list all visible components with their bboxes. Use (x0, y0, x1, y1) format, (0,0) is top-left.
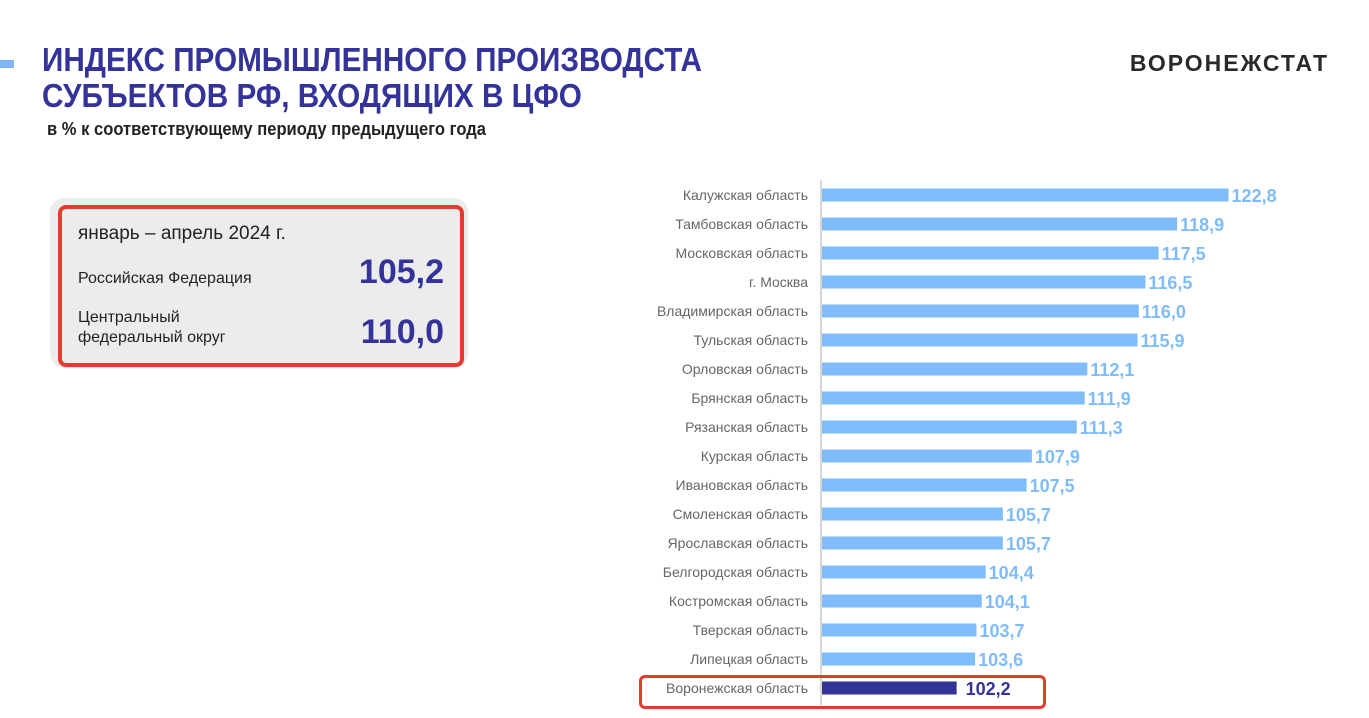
data-label: 111,3 (1080, 418, 1123, 438)
page-subtitle: в % к соответствующему периоду предыдуще… (47, 119, 486, 139)
category-label: Брянская область (691, 390, 808, 406)
highlight-box (639, 675, 1046, 709)
category-label: Орловская область (682, 361, 808, 377)
bar (822, 217, 1178, 231)
data-label: 107,5 (1030, 476, 1075, 496)
bar (822, 275, 1146, 289)
category-label: Липецкая область (690, 651, 808, 667)
data-label: 107,9 (1035, 447, 1080, 467)
bar (822, 449, 1032, 463)
category-label: Рязанская область (685, 419, 808, 435)
bar (822, 304, 1139, 318)
category-label: Белгородская область (663, 564, 808, 580)
data-label: 102,2 (966, 679, 1011, 699)
bar (822, 681, 957, 695)
title-line-1: ИНДЕКС ПРОМЫШЛЕННОГО ПРОИЗВОДСТА (42, 41, 703, 78)
rf-label: Российская Федерация (78, 270, 252, 287)
data-label: 105,7 (1006, 505, 1051, 525)
category-label: Курская область (701, 448, 808, 464)
bar (822, 333, 1138, 347)
data-label: 105,7 (1006, 534, 1051, 554)
bar (822, 391, 1085, 405)
bar (822, 623, 977, 637)
accent-mark (0, 60, 14, 68)
data-label: 116,5 (1148, 273, 1192, 293)
cfo-label-line-1: Центральный (78, 309, 180, 326)
data-label: 116,0 (1142, 302, 1186, 322)
rf-value: 105,2 (358, 253, 444, 291)
category-label: Костромская область (669, 593, 808, 609)
data-label: 111,9 (1088, 389, 1131, 409)
category-label: Тверская область (693, 622, 808, 638)
bar (822, 246, 1159, 260)
data-label: 112,1 (1090, 360, 1134, 380)
data-label: 118,9 (1180, 215, 1224, 235)
cfo-label: Центральный федеральный округ (78, 308, 226, 348)
bar (822, 565, 986, 579)
bar (822, 536, 1003, 550)
cfo-value: 110,0 (360, 313, 444, 351)
category-label: Воронежская область (666, 680, 808, 696)
data-label: 103,6 (978, 650, 1023, 670)
data-label: 103,7 (979, 621, 1024, 641)
category-label: г. Москва (749, 274, 808, 290)
bar (822, 420, 1077, 434)
category-label: Ярославская область (668, 535, 808, 551)
data-label: 115,9 (1140, 331, 1184, 351)
data-label: 104,1 (985, 592, 1030, 612)
category-label: Смоленская область (673, 506, 808, 522)
title-line-2: СУБЪЕКТОВ РФ, ВХОДЯЩИХ В ЦФО (42, 77, 582, 114)
category-label: Тульская область (694, 332, 808, 348)
data-label: 122,8 (1232, 186, 1277, 206)
bar (822, 594, 982, 608)
period-label: январь – апрель 2024 г. (78, 223, 286, 244)
summary-card: январь – апрель 2024 г. Российская Федер… (58, 205, 464, 367)
category-label: Владимирская область (657, 303, 808, 319)
data-label: 117,5 (1162, 244, 1206, 264)
bar (822, 188, 1229, 202)
bar (822, 507, 1003, 521)
page-title: ИНДЕКС ПРОМЫШЛЕННОГО ПРОИЗВОДСТА СУБЪЕКТ… (42, 42, 702, 114)
category-label: Московская область (676, 245, 808, 261)
bar (822, 478, 1027, 492)
cfo-label-line-2: федеральный округ (78, 329, 226, 346)
data-label: 104,4 (989, 563, 1034, 583)
bar (822, 652, 976, 666)
logo: ВОРОНЕЖСТАТ (1129, 50, 1329, 76)
category-label: Калужская область (683, 187, 808, 203)
bar (822, 362, 1088, 376)
category-label: Ивановская область (676, 477, 808, 493)
category-label: Тамбовская область (675, 216, 808, 232)
